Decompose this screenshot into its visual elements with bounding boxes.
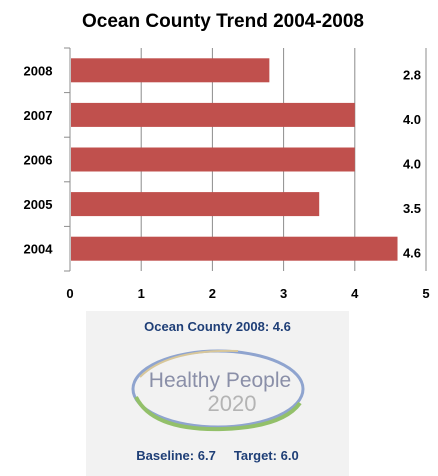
chart-axes — [64, 47, 71, 272]
x-tick-label: 0 — [66, 286, 73, 301]
chart-title: Ocean County Trend 2004-2008 — [82, 11, 364, 32]
y-category-label: 2004 — [24, 242, 54, 257]
baseline-label: Baseline: — [136, 448, 195, 463]
logo-text-healthy-people: Healthy People — [149, 369, 291, 392]
logo-text-2020: 2020 — [208, 391, 257, 416]
data-label-2006: 4.0 — [403, 157, 421, 172]
y-category-label: 2006 — [24, 153, 53, 168]
bar-2004 — [71, 236, 398, 261]
x-tick-label: 3 — [280, 286, 287, 301]
target-value: 6.0 — [280, 448, 299, 463]
data-label-2007: 4.0 — [403, 112, 421, 127]
logo-swoosh-green — [134, 396, 302, 432]
y-category-label: 2008 — [24, 63, 53, 78]
y-category-label: 2005 — [24, 197, 53, 212]
baseline-target-row: Baseline: 6.7 Target: 6.0 — [86, 448, 349, 463]
logo-swoosh-tan — [139, 349, 239, 378]
data-label-2005: 3.5 — [403, 201, 421, 216]
county-current-value: Ocean County 2008: 4.6 — [144, 319, 291, 334]
x-tick-label: 4 — [351, 286, 359, 301]
target-label: Target: — [233, 448, 277, 463]
x-tick-label: 1 — [138, 286, 145, 301]
x-tick-label: 2 — [209, 286, 216, 301]
bar-2007 — [71, 102, 355, 127]
baseline-value: 6.7 — [197, 448, 216, 463]
bar-2006 — [71, 147, 355, 172]
data-label-2004: 4.6 — [403, 246, 421, 261]
chart-labels: 0 1 2 3 4 5 2008 2.8 2007 4.0 2006 4.0 2005 3.5 2004 4.… — [24, 63, 430, 301]
bar-chart: Ocean County Trend 2004-2008 0 1 2 3 4 5 2008 2… — [24, 11, 430, 301]
healthy-people-logo: Healthy People 2020 — [131, 349, 305, 432]
bar-2005 — [71, 192, 320, 217]
chart-bars — [71, 58, 398, 261]
x-tick-label: 5 — [422, 286, 429, 301]
bar-2008 — [71, 58, 270, 83]
y-category-label: 2007 — [24, 108, 53, 123]
data-label-2008: 2.8 — [403, 67, 421, 82]
healthy-people-panel: Ocean County 2008: 4.6 Healthy People 20… — [86, 311, 349, 476]
